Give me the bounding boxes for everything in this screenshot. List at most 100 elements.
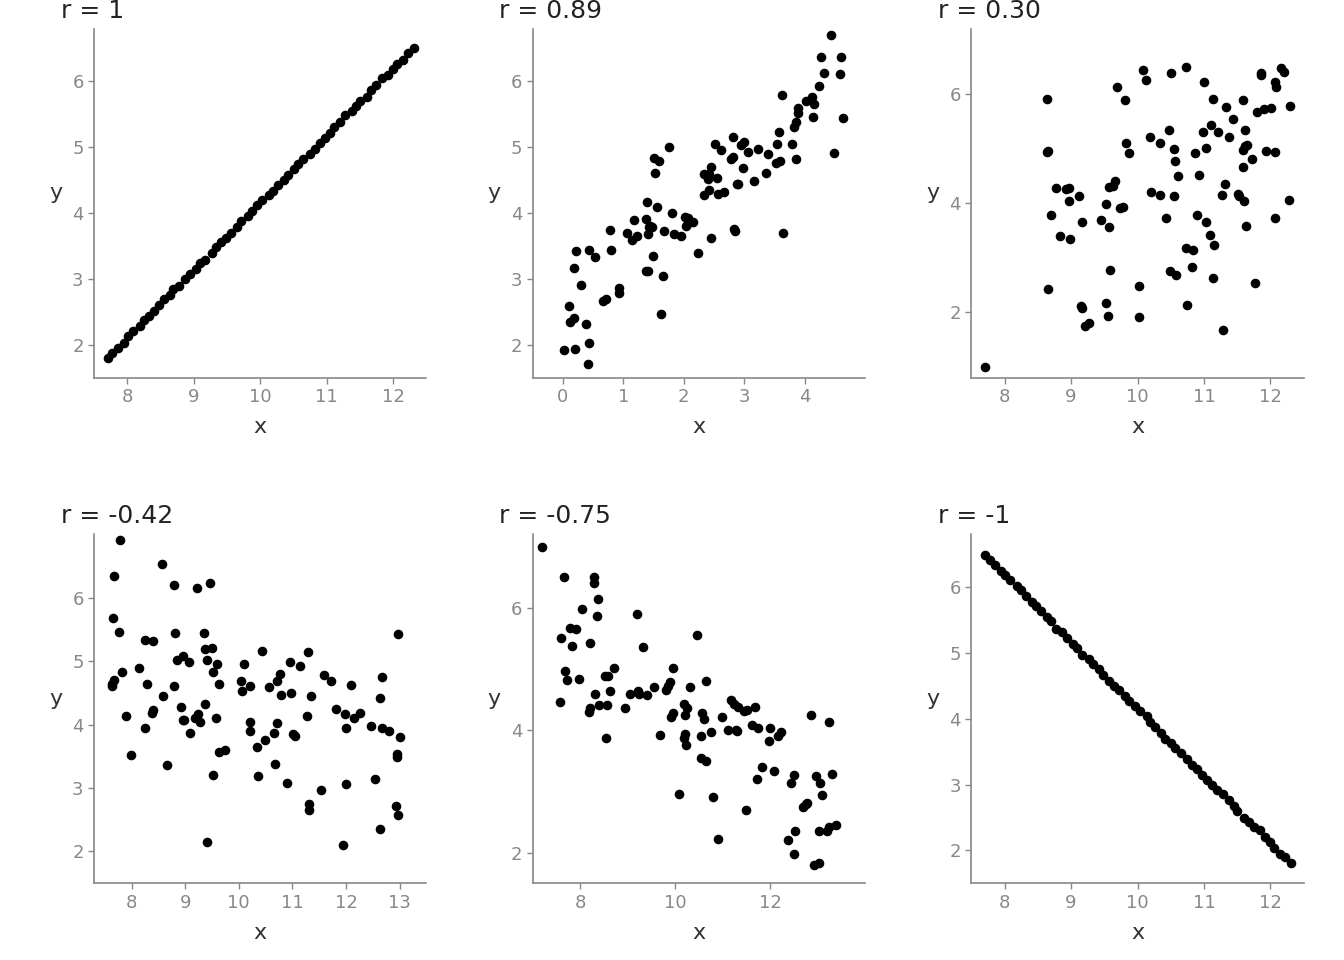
Point: [1071, 300, 1093, 316]
Point: [1211, 187, 1232, 203]
Point: [778, 832, 800, 848]
Point: [698, 166, 719, 181]
Point: [645, 165, 667, 180]
Point: [214, 743, 235, 758]
Point: [1232, 142, 1254, 157]
Point: [817, 824, 839, 839]
Point: [1195, 140, 1216, 156]
Point: [769, 154, 790, 169]
X-axis label: x: x: [1130, 923, 1144, 943]
Point: [579, 701, 601, 716]
Point: [314, 131, 336, 146]
Point: [801, 708, 823, 723]
Point: [1164, 142, 1185, 157]
Point: [769, 124, 790, 139]
Point: [1055, 181, 1077, 197]
Point: [818, 819, 840, 834]
Point: [1036, 610, 1058, 625]
Point: [652, 268, 673, 283]
Point: [1128, 309, 1149, 324]
Point: [1093, 667, 1114, 683]
Point: [349, 705, 371, 720]
Point: [1099, 262, 1121, 277]
Point: [202, 767, 223, 782]
Point: [741, 717, 762, 732]
Point: [808, 824, 829, 839]
Point: [564, 342, 586, 357]
Point: [185, 261, 207, 276]
Point: [657, 679, 679, 694]
Point: [700, 230, 722, 246]
Point: [737, 702, 758, 717]
Point: [1118, 694, 1140, 709]
Point: [129, 319, 151, 334]
Point: [712, 184, 734, 200]
Point: [310, 781, 332, 797]
Point: [156, 757, 177, 773]
Y-axis label: y: y: [926, 183, 939, 204]
Point: [1193, 75, 1215, 90]
Point: [621, 232, 642, 248]
Point: [195, 696, 216, 711]
Point: [320, 673, 341, 688]
Point: [370, 690, 391, 706]
Point: [1110, 201, 1132, 216]
Point: [138, 308, 160, 324]
Point: [660, 709, 681, 725]
Point: [343, 710, 364, 726]
Point: [720, 693, 742, 708]
Point: [1111, 200, 1133, 215]
Point: [698, 172, 719, 187]
Point: [159, 287, 180, 302]
Point: [661, 205, 683, 221]
Point: [809, 79, 831, 94]
Point: [1215, 99, 1236, 114]
Point: [687, 627, 708, 642]
Point: [638, 219, 660, 234]
Point: [1046, 622, 1067, 637]
Point: [1218, 130, 1239, 145]
Point: [641, 220, 663, 235]
Point: [266, 673, 288, 688]
Point: [164, 625, 185, 640]
Point: [151, 557, 172, 572]
Point: [595, 291, 617, 306]
Point: [1149, 135, 1171, 151]
Point: [601, 506, 622, 521]
Point: [190, 715, 211, 731]
Point: [978, 552, 1000, 567]
Point: [663, 705, 684, 720]
Point: [720, 152, 742, 167]
Point: [1245, 276, 1266, 291]
Point: [280, 654, 301, 669]
Point: [1051, 625, 1073, 640]
Point: [642, 679, 664, 694]
Point: [1181, 242, 1203, 257]
Point: [97, 350, 118, 366]
Point: [336, 777, 358, 792]
Y-axis label: y: y: [488, 689, 501, 708]
Point: [796, 93, 817, 108]
Point: [341, 104, 363, 119]
Point: [206, 710, 227, 726]
Point: [1159, 122, 1180, 137]
Point: [1274, 850, 1296, 865]
Point: [694, 711, 715, 727]
Point: [360, 83, 382, 98]
X-axis label: x: x: [1130, 417, 1144, 437]
Point: [583, 569, 605, 585]
Point: [112, 664, 133, 680]
Point: [1232, 92, 1254, 108]
Point: [281, 685, 302, 701]
Point: [179, 266, 200, 281]
Point: [234, 657, 255, 672]
Point: [1208, 125, 1230, 140]
Text: r = 1: r = 1: [60, 0, 124, 23]
Point: [801, 89, 823, 105]
Point: [113, 335, 134, 350]
Point: [172, 712, 194, 728]
Point: [668, 786, 689, 802]
Point: [1281, 855, 1302, 871]
Point: [722, 130, 743, 145]
Point: [1118, 146, 1140, 161]
